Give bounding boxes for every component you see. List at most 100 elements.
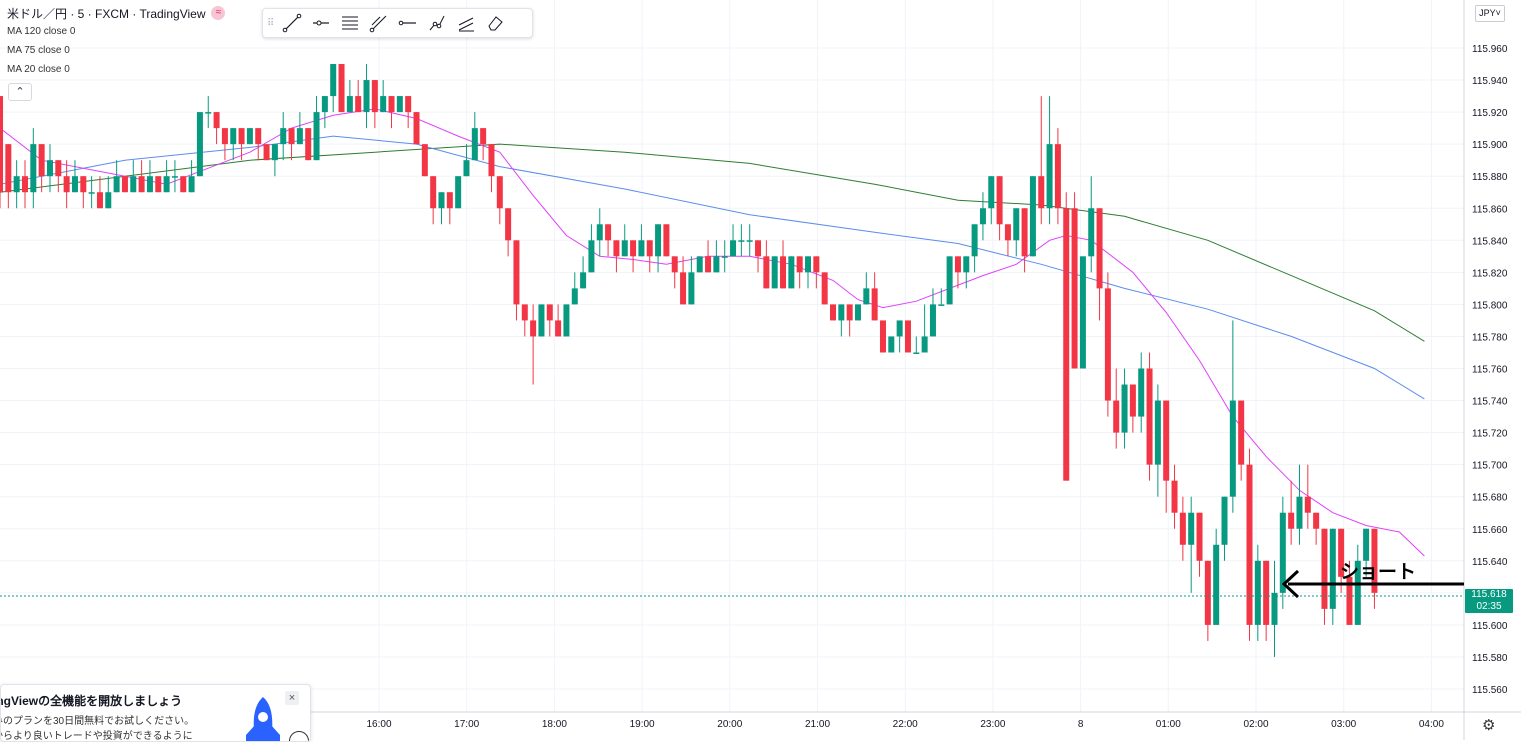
candle-body xyxy=(338,64,345,113)
pitchfork-icon[interactable] xyxy=(364,9,393,37)
candle xyxy=(1054,128,1061,225)
candle-body xyxy=(904,320,911,353)
candle xyxy=(530,304,537,385)
candle xyxy=(979,192,986,241)
candle-body xyxy=(946,256,953,305)
candle xyxy=(271,144,278,177)
eraser-icon[interactable] xyxy=(480,9,509,37)
candle-body xyxy=(488,144,495,177)
candle-body xyxy=(988,176,995,209)
ma-75-label[interactable]: MA 75 close 0 xyxy=(7,45,70,56)
candle-body xyxy=(521,304,528,321)
candle-body xyxy=(388,96,395,113)
candle xyxy=(246,128,253,145)
horizontal-line-icon[interactable] xyxy=(393,9,422,37)
drag-handle-icon[interactable]: ⠿ xyxy=(267,17,275,29)
candle-body xyxy=(888,336,895,353)
chart-grid xyxy=(0,0,1464,712)
candle xyxy=(180,176,187,193)
candle-body xyxy=(1354,560,1361,625)
symbol-title[interactable]: 米ドル／円 · 5 · FXCM · TradingView xyxy=(7,6,206,21)
collapse-legend-button[interactable]: ⌃ xyxy=(8,83,32,101)
horizontal-ray-icon[interactable] xyxy=(306,9,335,37)
fib-retracement-icon[interactable] xyxy=(335,9,364,37)
ma-20-label[interactable]: MA 20 close 0 xyxy=(7,64,70,75)
candle xyxy=(796,256,803,289)
time-tick-label: 21:00 xyxy=(805,719,830,730)
candle xyxy=(255,128,262,161)
candle xyxy=(1338,528,1345,593)
candle-body xyxy=(1096,208,1103,289)
candle-body xyxy=(805,256,812,273)
short-arrow-annotation[interactable] xyxy=(1281,569,1464,599)
candle-body xyxy=(421,144,428,177)
candle xyxy=(613,240,620,273)
candle xyxy=(221,128,228,161)
candle xyxy=(1179,496,1186,561)
candle xyxy=(888,336,895,353)
candle xyxy=(130,160,137,193)
promo-text-line1: みのプランを30日間無料でお試しください。 xyxy=(0,716,195,727)
short-annotation-label[interactable]: ショート xyxy=(1340,561,1417,583)
candle xyxy=(46,144,53,193)
candle xyxy=(630,240,637,273)
candle xyxy=(1229,320,1236,513)
promo-circle-button[interactable] xyxy=(289,731,309,741)
candle-body xyxy=(505,208,512,241)
promo-close-button[interactable]: × xyxy=(285,691,299,705)
candle-body xyxy=(921,336,928,353)
time-tick-label: 17:00 xyxy=(454,719,479,730)
candle-body xyxy=(271,144,278,161)
candle-body xyxy=(1113,400,1120,433)
promo-banner[interactable]: ingViewの全機能を開放しましょう みのプランを30日間無料でお試しください… xyxy=(0,684,311,742)
candle-body xyxy=(538,304,545,337)
candle-body xyxy=(230,128,237,145)
candle xyxy=(871,272,878,321)
candle xyxy=(280,112,287,161)
candle-body xyxy=(496,176,503,209)
candle-body xyxy=(263,144,270,161)
path-icon[interactable] xyxy=(422,9,451,37)
currency-selector[interactable]: JPY˅ xyxy=(1475,5,1505,22)
candle xyxy=(846,304,853,337)
price-tick-label: 115.680 xyxy=(1472,493,1508,504)
candle-body xyxy=(196,112,203,177)
candle xyxy=(1146,352,1153,481)
candle xyxy=(1038,96,1045,225)
trend-line-icon[interactable] xyxy=(277,9,306,37)
candle xyxy=(996,176,1003,241)
candle xyxy=(430,176,437,225)
candle xyxy=(205,96,212,129)
price-tick-label: 115.800 xyxy=(1472,300,1508,311)
candle-body xyxy=(413,112,420,145)
candle-body xyxy=(605,224,612,241)
price-tick-label: 115.740 xyxy=(1472,397,1508,408)
candle-body xyxy=(105,192,112,209)
candle-body xyxy=(1046,144,1053,209)
candle-body xyxy=(155,176,162,193)
candle-body xyxy=(1221,496,1228,545)
candle-body xyxy=(588,240,595,273)
candle xyxy=(421,144,428,177)
candle xyxy=(830,304,836,321)
candle xyxy=(605,224,612,257)
candle-body xyxy=(713,256,720,273)
ma-120-label[interactable]: MA 120 close 0 xyxy=(7,26,76,37)
candle-countdown: 02:35 xyxy=(1476,601,1502,612)
gear-icon[interactable]: ⚙ xyxy=(1482,717,1496,734)
price-tick-label: 115.600 xyxy=(1472,621,1508,632)
candle xyxy=(96,176,103,209)
candle xyxy=(663,224,670,257)
candle xyxy=(988,176,995,225)
time-axis[interactable]: 16:00 17:00 18:00 19:00 20:00 21:00 22:00 23:00… xyxy=(366,719,1444,730)
price-tick-label: 115.780 xyxy=(1472,332,1508,343)
candle xyxy=(696,256,703,273)
candle xyxy=(896,320,903,353)
candle-body xyxy=(513,240,520,305)
data-badge-icon[interactable]: ≈ xyxy=(211,6,226,20)
price-tick-label: 115.960 xyxy=(1472,44,1508,55)
candle-body xyxy=(430,176,437,209)
parallel-channel-icon[interactable] xyxy=(451,9,480,37)
price-axis[interactable]: 115.960 115.940 115.920 115.900 115.880 115.8… xyxy=(1472,44,1508,696)
